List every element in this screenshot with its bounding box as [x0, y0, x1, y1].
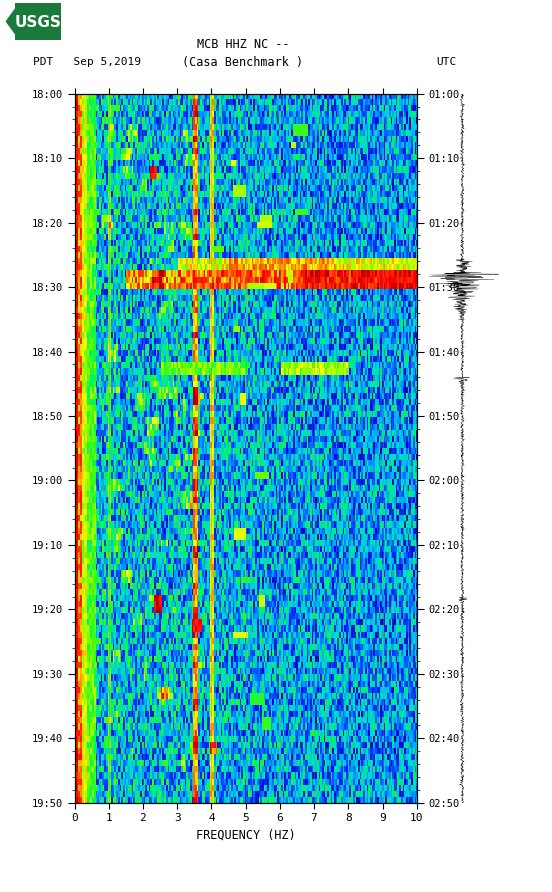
Polygon shape [6, 4, 18, 38]
Text: MCB HHZ NC --: MCB HHZ NC -- [197, 38, 289, 51]
Text: UTC: UTC [436, 57, 457, 68]
Text: (Casa Benchmark ): (Casa Benchmark ) [182, 56, 304, 69]
Text: USGS: USGS [15, 14, 61, 29]
FancyBboxPatch shape [15, 3, 61, 40]
Text: PDT   Sep 5,2019: PDT Sep 5,2019 [33, 57, 141, 68]
X-axis label: FREQUENCY (HZ): FREQUENCY (HZ) [196, 829, 295, 842]
